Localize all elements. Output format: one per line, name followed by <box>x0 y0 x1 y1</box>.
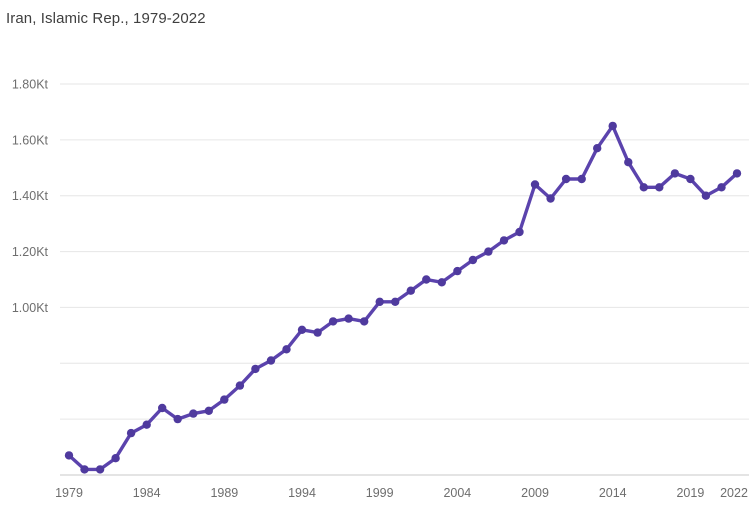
data-point[interactable] <box>313 328 322 337</box>
data-point[interactable] <box>437 278 446 287</box>
data-point[interactable] <box>717 183 726 192</box>
data-point[interactable] <box>422 275 431 284</box>
data-point[interactable] <box>624 158 633 167</box>
y-tick-label: 1.00Kt <box>12 301 49 315</box>
data-point[interactable] <box>251 364 260 374</box>
x-tick-label: 1994 <box>288 486 316 500</box>
data-point[interactable] <box>189 409 198 418</box>
data-point[interactable] <box>530 180 540 189</box>
data-point[interactable] <box>173 414 182 424</box>
data-point[interactable] <box>484 247 493 256</box>
x-tick-label: 1979 <box>55 486 83 500</box>
y-tick-label: 1.80Kt <box>12 78 49 92</box>
data-point[interactable] <box>126 428 136 438</box>
data-point[interactable] <box>111 454 120 463</box>
data-point[interactable] <box>546 194 555 203</box>
y-tick-label: 1.20Kt <box>12 245 49 259</box>
data-point[interactable] <box>344 314 353 323</box>
data-point[interactable] <box>235 381 245 390</box>
data-point[interactable] <box>142 420 151 429</box>
x-tick-label: 1989 <box>210 486 238 500</box>
data-point[interactable] <box>608 121 617 131</box>
x-tick-label: 2022 <box>720 486 748 500</box>
data-point[interactable] <box>732 169 742 178</box>
data-point[interactable] <box>639 183 648 192</box>
data-point[interactable] <box>204 406 213 415</box>
x-tick-label: 1984 <box>133 486 161 500</box>
x-tick-label: 2014 <box>599 486 627 500</box>
x-tick-label: 2004 <box>443 486 471 500</box>
data-point[interactable] <box>701 191 711 200</box>
data-point[interactable] <box>499 236 509 245</box>
data-point[interactable] <box>686 174 695 184</box>
data-point[interactable] <box>468 255 478 265</box>
x-tick-label: 2019 <box>676 486 704 500</box>
data-point[interactable] <box>80 465 89 474</box>
data-point[interactable] <box>282 345 291 354</box>
data-point[interactable] <box>561 174 571 184</box>
data-point[interactable] <box>328 317 338 326</box>
data-point[interactable] <box>655 183 664 192</box>
data-point[interactable] <box>406 286 415 295</box>
data-point[interactable] <box>577 174 586 184</box>
chart-title: Iran, Islamic Rep., 1979-2022 <box>6 10 206 27</box>
data-point[interactable] <box>158 403 167 413</box>
x-tick-label: 2009 <box>521 486 549 500</box>
data-point[interactable] <box>453 266 462 276</box>
data-point[interactable] <box>220 395 229 404</box>
x-tick-label: 1999 <box>366 486 394 500</box>
data-point[interactable] <box>515 227 524 237</box>
data-point[interactable] <box>593 144 602 153</box>
data-point[interactable] <box>95 465 105 474</box>
data-point[interactable] <box>297 325 307 334</box>
y-tick-label: 1.40Kt <box>12 189 49 203</box>
data-point[interactable] <box>375 297 384 306</box>
data-point[interactable] <box>266 356 276 365</box>
data-line <box>67 124 739 472</box>
data-point[interactable] <box>64 451 74 460</box>
data-point[interactable] <box>670 169 680 178</box>
data-point[interactable] <box>360 317 369 326</box>
y-tick-label: 1.60Kt <box>12 133 49 147</box>
data-point[interactable] <box>391 297 400 306</box>
